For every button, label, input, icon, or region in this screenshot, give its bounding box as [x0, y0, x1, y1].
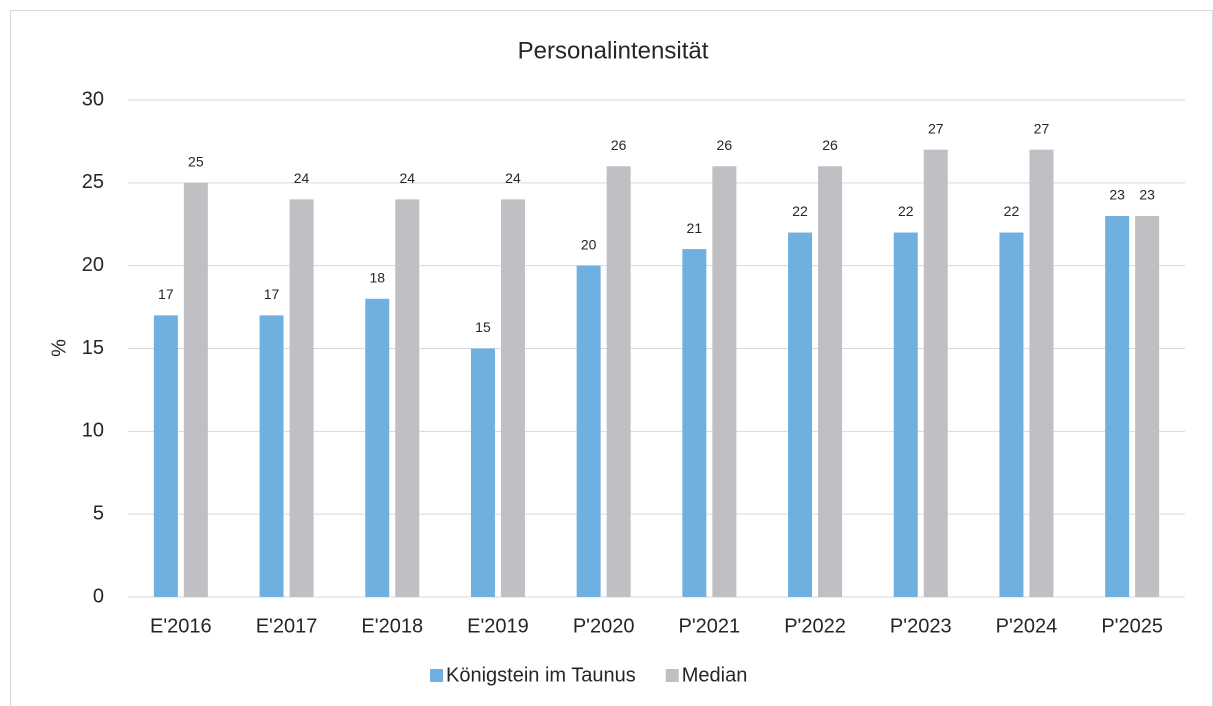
- x-tick-label: P'2022: [784, 615, 846, 637]
- bar: [153, 315, 178, 597]
- x-tick-label: E'2018: [361, 615, 423, 637]
- bar: [470, 348, 495, 597]
- data-label: 23: [1139, 187, 1155, 203]
- legend-label: Median: [682, 664, 748, 686]
- y-tick-label: 10: [82, 420, 104, 442]
- y-tick-label: 5: [93, 502, 104, 524]
- bar: [500, 199, 525, 597]
- y-tick-label: 25: [82, 171, 104, 193]
- data-label: 26: [611, 137, 627, 153]
- y-axis-label: %: [48, 339, 70, 357]
- data-label: 22: [898, 203, 914, 219]
- data-label: 24: [505, 170, 521, 186]
- x-tick-label: P'2020: [573, 615, 635, 637]
- bar: [365, 298, 390, 597]
- chart-title: Personalintensität: [518, 37, 709, 64]
- data-label: 27: [928, 120, 944, 136]
- data-label: 20: [581, 236, 597, 252]
- data-label: 24: [399, 170, 415, 186]
- x-tick-label: P'2023: [890, 615, 952, 637]
- data-label: 27: [1034, 120, 1050, 136]
- legend-swatch: [430, 669, 443, 682]
- bar: [183, 182, 208, 598]
- x-tick-label: E'2017: [256, 615, 318, 637]
- data-label: 22: [1004, 203, 1020, 219]
- data-label: 25: [188, 154, 204, 170]
- bar: [818, 166, 843, 597]
- bar: [395, 199, 420, 597]
- legend-label: Königstein im Taunus: [446, 664, 636, 686]
- bar: [893, 232, 918, 598]
- data-label: 23: [1109, 187, 1125, 203]
- bar: [1135, 215, 1160, 597]
- legend-swatch: [665, 669, 679, 682]
- x-tick-label: P'2025: [1101, 615, 1163, 637]
- bar: [712, 166, 737, 597]
- bar: [576, 265, 601, 597]
- bar: [1105, 215, 1130, 597]
- bar: [682, 249, 707, 597]
- bar: [788, 232, 813, 598]
- x-tick-label: P'2021: [679, 615, 741, 637]
- bar: [259, 315, 284, 597]
- bar: [1029, 149, 1054, 597]
- data-label: 21: [687, 220, 703, 236]
- bar: [923, 149, 948, 597]
- x-tick-label: E'2016: [150, 615, 212, 637]
- y-tick-label: 0: [93, 585, 104, 607]
- bar: [606, 166, 631, 597]
- y-tick-label: 30: [82, 88, 104, 110]
- data-label: 15: [475, 319, 491, 335]
- bar: [999, 232, 1024, 598]
- y-tick-label: 15: [82, 337, 104, 359]
- data-label: 24: [294, 170, 310, 186]
- data-label: 17: [264, 286, 280, 302]
- data-label: 22: [792, 203, 808, 219]
- data-label: 26: [822, 137, 838, 153]
- x-tick-label: P'2024: [996, 615, 1058, 637]
- bar: [289, 199, 314, 597]
- y-tick-label: 20: [82, 254, 104, 276]
- data-label: 18: [369, 270, 385, 286]
- data-label: 26: [717, 137, 733, 153]
- data-label: 17: [158, 286, 174, 302]
- x-tick-label: E'2019: [467, 615, 529, 637]
